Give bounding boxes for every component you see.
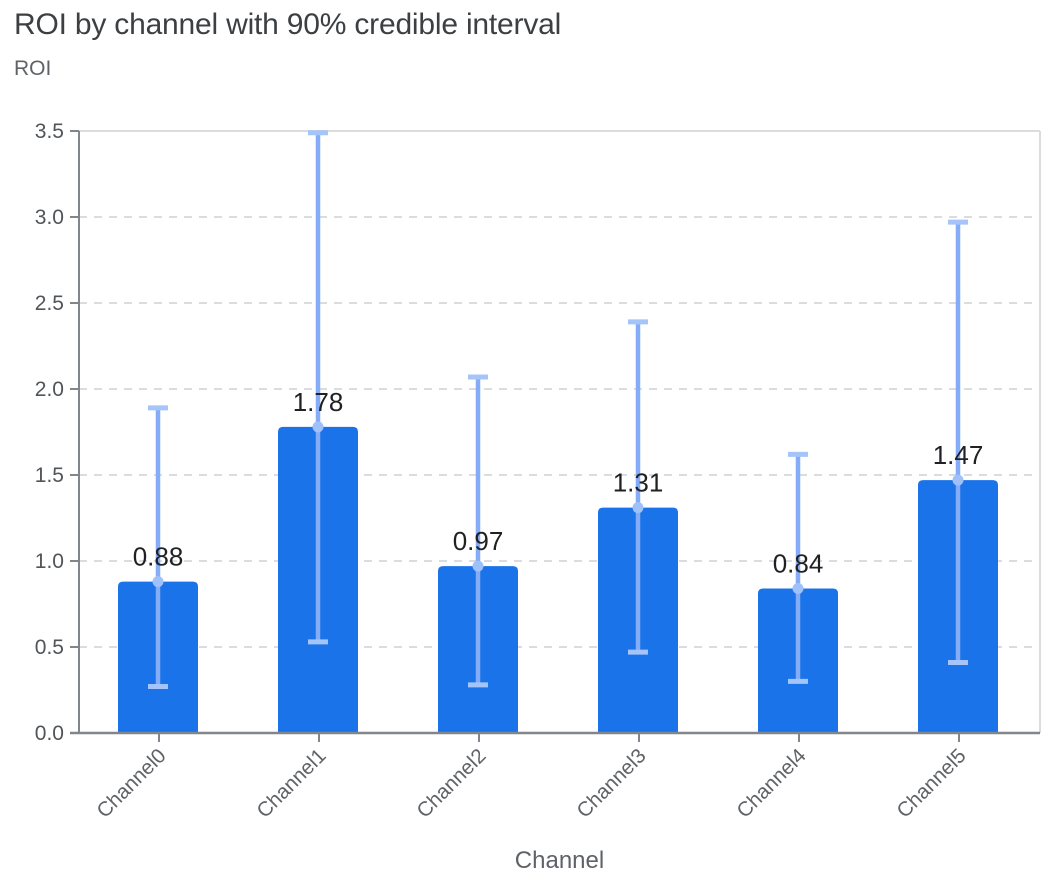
y-tick-label: 0.0 <box>35 722 64 745</box>
bar-value-label: 1.47 <box>933 440 984 470</box>
x-category-label: Channel3 <box>572 744 650 822</box>
mean-marker <box>152 576 164 588</box>
y-axis-title: ROI <box>14 57 52 80</box>
mean-marker <box>312 421 324 433</box>
y-tick-label: 1.0 <box>35 550 64 573</box>
mean-marker <box>792 583 804 595</box>
x-category-label: Channel1 <box>252 744 330 822</box>
y-tick-label: 2.5 <box>35 292 64 315</box>
bar-value-label: 0.84 <box>773 549 824 579</box>
bar-value-label: 0.88 <box>133 542 184 572</box>
y-tick-label: 1.5 <box>35 464 64 487</box>
y-tick-label: 3.5 <box>35 120 64 143</box>
y-tick-label: 3.0 <box>35 206 64 229</box>
y-tick-label: 2.0 <box>35 378 64 401</box>
bar-value-label: 0.97 <box>453 526 504 556</box>
x-category-label: Channel2 <box>412 744 490 822</box>
y-tick-label: 0.5 <box>35 636 64 659</box>
x-category-label: Channel0 <box>92 744 170 822</box>
bar-value-label: 1.78 <box>293 387 344 417</box>
chart-title: ROI by channel with 90% credible interva… <box>14 8 562 41</box>
x-axis-title: Channel <box>514 847 605 874</box>
mean-marker <box>952 474 964 486</box>
mean-marker <box>472 560 484 572</box>
mean-marker <box>632 502 644 514</box>
bar-value-label: 1.31 <box>613 468 664 498</box>
x-category-label: Channel4 <box>732 744 810 822</box>
x-category-label: Channel5 <box>892 744 970 822</box>
